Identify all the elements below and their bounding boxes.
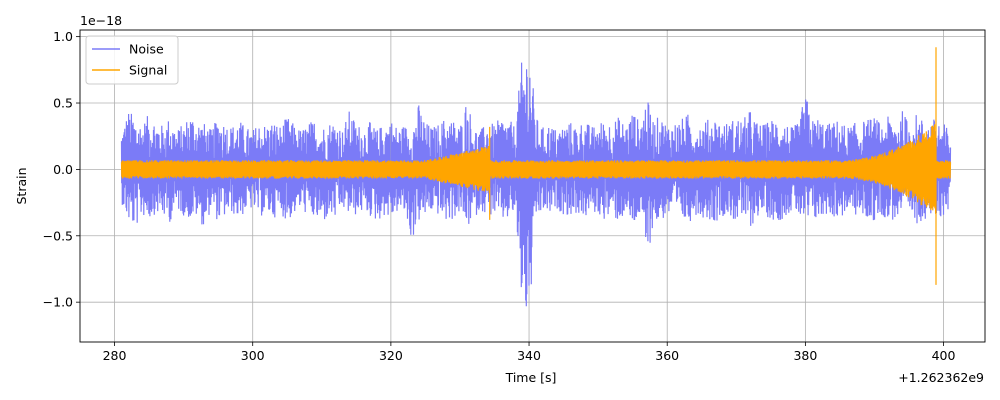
x-axis-label: Time [s] [505,370,557,385]
plot-area [120,47,952,307]
y-tick-label: 1.0 [53,29,73,44]
x-tick-label: 380 [793,348,817,363]
x-tick-label: 300 [241,348,265,363]
y-scale-label: 1e−18 [80,13,122,28]
axis-ticks: 280 300 320 340 360 380 400 −1.0 −0.5 0.0 0.5 1.0 [43,29,956,363]
noise-series [120,62,952,307]
y-tick-label: 0.0 [53,162,73,177]
x-tick-label: 360 [655,348,679,363]
x-offset-label: +1.262362e9 [898,370,984,385]
x-tick-label: 340 [517,348,541,363]
y-tick-label: 0.5 [53,96,73,111]
legend-noise-label: Noise [129,42,164,57]
legend-box [85,35,179,85]
y-axis-label: Strain [14,167,29,204]
signal-series [120,47,952,285]
x-tick-label: 280 [103,348,127,363]
x-tick-label: 400 [932,348,956,363]
x-tick-label: 320 [379,348,403,363]
legend-signal-label: Signal [129,63,167,78]
y-tick-label: −0.5 [43,228,73,243]
plot-frame [79,29,986,343]
y-tick-label: −1.0 [43,295,73,310]
legend: Noise Signal [85,35,179,85]
